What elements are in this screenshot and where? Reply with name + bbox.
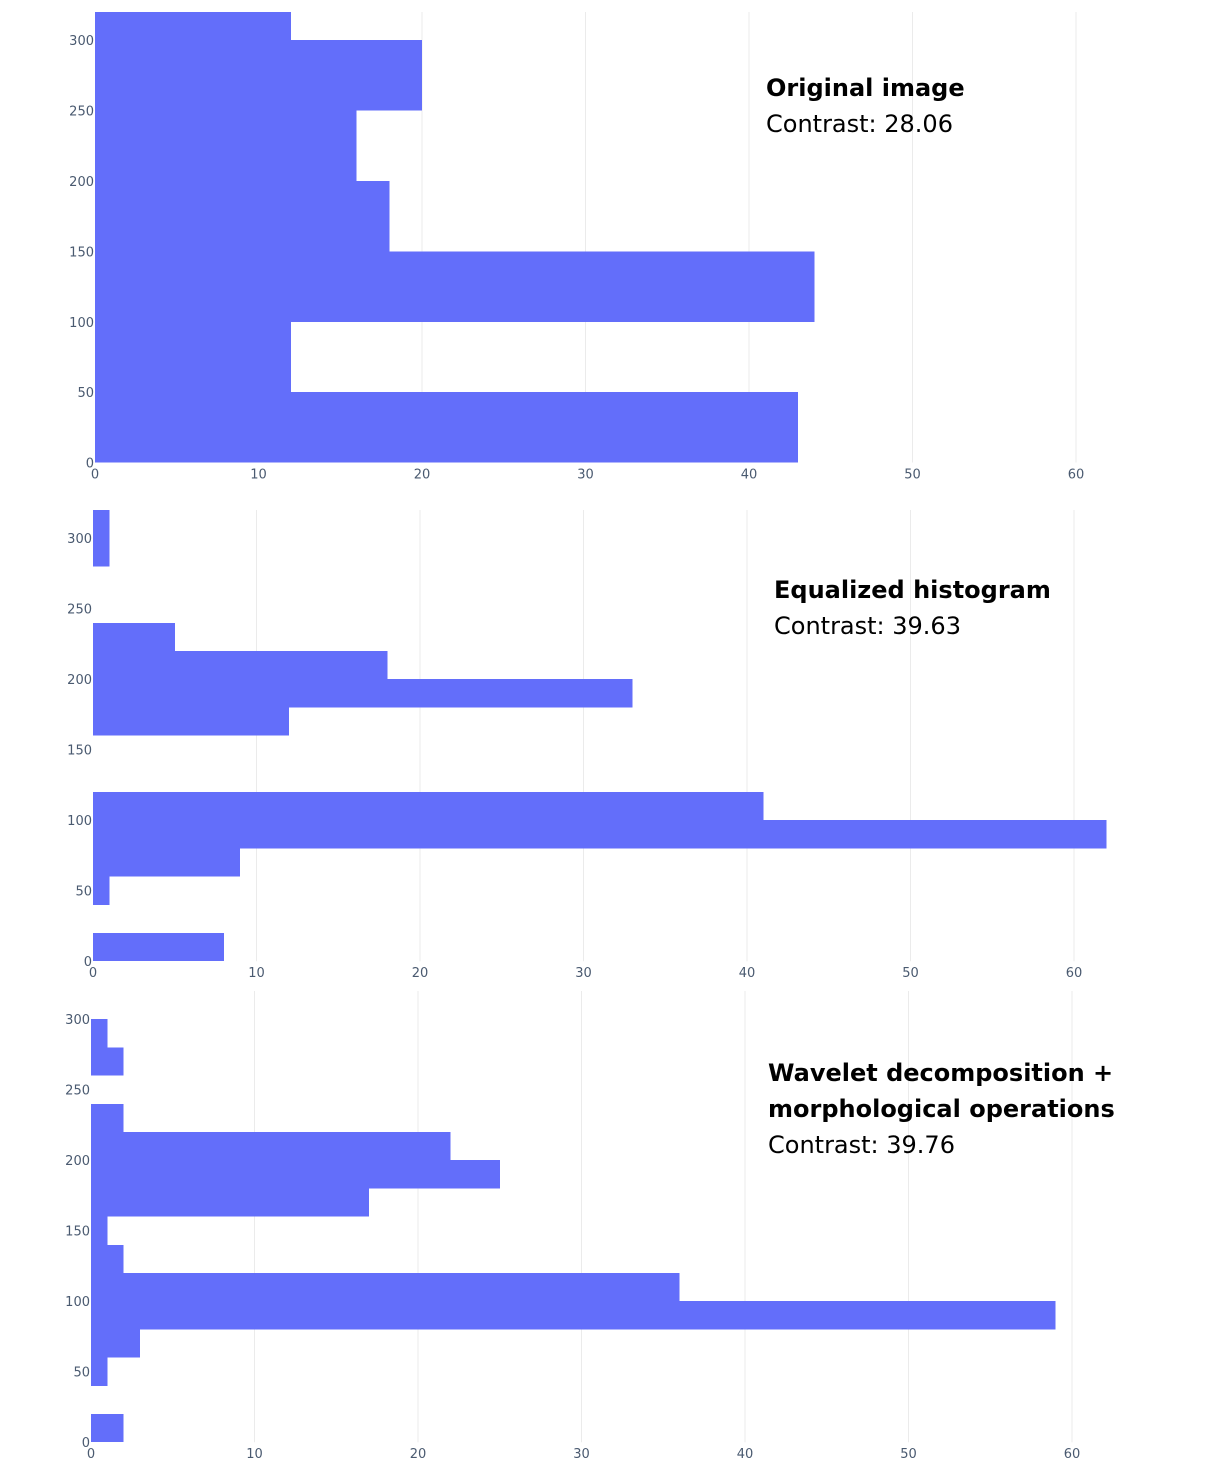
y-tick-label: 200 — [67, 673, 92, 688]
annotation-contrast: Contrast: 39.63 — [774, 612, 961, 640]
x-tick-label: 20 — [414, 468, 431, 483]
y-tick-label: 300 — [65, 1013, 90, 1028]
x-tick-label: 50 — [900, 1447, 917, 1462]
histogram-bar — [95, 110, 357, 181]
y-tick-label: 250 — [69, 105, 94, 120]
histogram-bar — [91, 1414, 124, 1443]
y-tick-label: 200 — [65, 1154, 90, 1169]
histogram-bar — [93, 792, 764, 821]
x-tick-label: 30 — [575, 966, 592, 981]
x-tick-label: 0 — [89, 966, 97, 981]
y-tick-label: 300 — [69, 34, 94, 49]
histogram-bar — [93, 510, 110, 539]
histogram-bar — [91, 1273, 680, 1302]
histogram-bar — [91, 1047, 124, 1076]
y-tick-label: 0 — [82, 1436, 90, 1451]
x-tick-label: 40 — [741, 468, 758, 483]
histogram-bar — [91, 1244, 124, 1273]
histogram-panel-3: 0 10 20 30 40 50 60 0 50 100 150 200 250 300 Wavelet d… — [65, 991, 1115, 1462]
x-tick-label: 10 — [246, 1447, 263, 1462]
y-tick-label: 150 — [67, 744, 92, 759]
x-tick-label: 30 — [577, 468, 594, 483]
y-tick-label: 0 — [84, 955, 92, 970]
y-tick-label: 0 — [86, 457, 94, 472]
y-tick-label: 100 — [65, 1295, 90, 1310]
histogram-bar — [91, 1132, 451, 1161]
annotation-contrast: Contrast: 28.06 — [766, 110, 953, 138]
histogram-bar — [91, 1103, 124, 1132]
histogram-bar — [93, 538, 110, 567]
histogram-panel-1: 0 10 20 30 40 50 60 0 50 100 150 200 250 300 Original … — [69, 12, 1084, 483]
histogram-bar — [93, 622, 175, 651]
histogram-bar — [91, 1019, 108, 1048]
x-tick-label: 50 — [904, 468, 921, 483]
x-tick-label: 60 — [1066, 966, 1083, 981]
histogram-bar — [91, 1329, 141, 1358]
histogram-bar — [95, 180, 390, 252]
histogram-bar — [93, 707, 290, 736]
annotation-title: Original image — [766, 74, 965, 102]
histogram-bar — [95, 321, 292, 393]
histogram-bar — [93, 651, 388, 680]
histogram-bar — [95, 40, 422, 111]
y-tick-label: 50 — [77, 386, 94, 401]
x-tick-label: 20 — [410, 1447, 427, 1462]
y-tick-label: 300 — [67, 532, 92, 547]
x-tick-label: 10 — [248, 966, 265, 981]
y-tick-label: 50 — [75, 885, 92, 900]
x-tick-label: 40 — [737, 1447, 754, 1462]
histogram-bar — [93, 679, 633, 708]
y-tick-label: 100 — [69, 316, 94, 331]
histogram-bar — [95, 392, 799, 463]
annotation-title: Wavelet decomposition + — [768, 1059, 1113, 1087]
y-tick-label: 250 — [67, 603, 92, 618]
histogram-bar — [91, 1216, 108, 1245]
x-tick-label: 40 — [739, 966, 756, 981]
histogram-bar — [91, 1160, 500, 1189]
x-tick-label: 0 — [91, 468, 99, 483]
y-tick-label: 150 — [65, 1225, 90, 1240]
x-tick-label: 60 — [1068, 468, 1085, 483]
annotation-title: morphological operations — [768, 1095, 1115, 1123]
histogram-panel-2: 0 10 20 30 40 50 60 0 50 100 150 200 250 300 Equalized… — [67, 510, 1107, 981]
x-tick-label: 20 — [412, 966, 429, 981]
y-tick-label: 200 — [69, 175, 94, 190]
histogram-bar — [91, 1357, 108, 1386]
annotation-title: Equalized histogram — [774, 576, 1051, 604]
histogram-bar — [95, 12, 292, 41]
x-tick-label: 50 — [902, 966, 919, 981]
x-tick-label: 60 — [1064, 1447, 1081, 1462]
y-tick-label: 250 — [65, 1084, 90, 1099]
histogram-bar — [93, 820, 1107, 849]
histogram-bar — [93, 933, 224, 962]
x-tick-label: 0 — [87, 1447, 95, 1462]
histogram-bar — [91, 1301, 1056, 1330]
histogram-bar — [95, 251, 815, 322]
x-tick-label: 30 — [573, 1447, 590, 1462]
histogram-bar — [91, 1188, 369, 1217]
y-tick-label: 150 — [69, 245, 94, 260]
histogram-bar — [93, 848, 241, 877]
y-tick-label: 100 — [67, 814, 92, 829]
y-tick-label: 50 — [73, 1366, 90, 1381]
x-tick-label: 10 — [250, 468, 267, 483]
annotation-contrast: Contrast: 39.76 — [768, 1131, 955, 1159]
histogram-bar — [93, 876, 110, 905]
